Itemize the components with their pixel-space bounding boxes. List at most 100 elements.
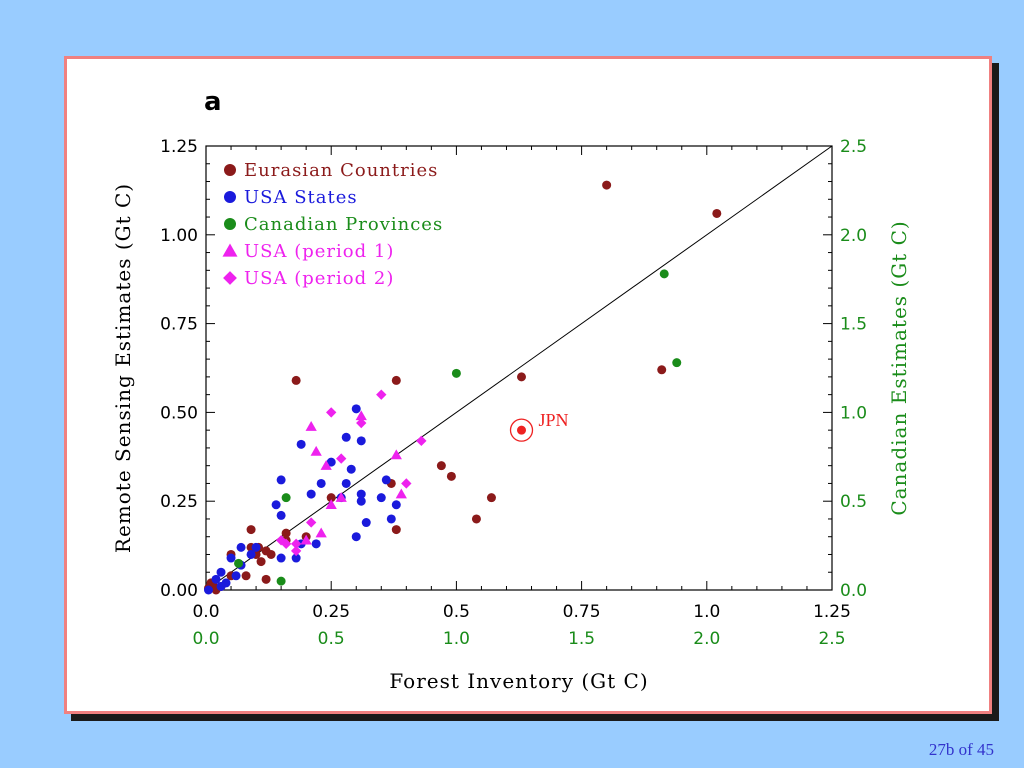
data-point-usa-states — [236, 542, 246, 552]
data-point-canadian-provinces — [672, 358, 682, 368]
x2-tick-label: 0.0 — [192, 629, 219, 649]
data-point-usa-states — [276, 553, 286, 563]
data-point-eurasian-countries — [446, 471, 456, 481]
data-point-usa-states — [356, 489, 366, 499]
legend-label: USA (period 1) — [244, 241, 394, 262]
legend-marker — [224, 218, 236, 230]
data-point-usa-states — [306, 489, 316, 499]
jpn-data-point — [517, 425, 527, 435]
x2-tick-label: 1.0 — [443, 629, 470, 649]
x-tick-label: 0.0 — [192, 602, 219, 622]
data-point-usa-states — [291, 553, 301, 563]
page-counter: 27b of 45 — [928, 740, 994, 759]
data-point-usa-period-2 — [401, 478, 412, 489]
legend-label: USA States — [244, 187, 358, 208]
data-point-usa-states — [204, 585, 214, 595]
legend-marker — [224, 164, 236, 176]
legend-label: USA (period 2) — [244, 268, 394, 289]
y-tick-label: 0.25 — [160, 492, 198, 512]
data-point-eurasian-countries — [281, 528, 291, 538]
x-tick-label: 0.5 — [443, 602, 470, 622]
data-point-usa-states — [276, 510, 286, 520]
y2-tick-label: 2.0 — [840, 226, 867, 246]
data-point-usa-states — [361, 518, 371, 528]
y-tick-label: 1.25 — [160, 137, 198, 157]
data-point-usa-states — [341, 432, 351, 442]
data-point-usa-period-2 — [290, 545, 302, 557]
data-point-eurasian-countries — [602, 180, 612, 190]
data-point-usa-period-1 — [390, 449, 402, 460]
data-point-eurasian-countries — [391, 525, 401, 535]
data-point-usa-period-2 — [305, 517, 317, 528]
data-point-eurasian-countries — [486, 493, 496, 503]
data-point-usa-period-1 — [305, 420, 317, 431]
y2-axis-title: Canadian Estimates (Gt C) — [887, 220, 911, 515]
data-point-usa-states — [231, 571, 241, 581]
data-point-usa-states — [211, 574, 221, 584]
data-point-usa-states — [311, 539, 321, 549]
data-point-usa-period-2 — [275, 535, 287, 546]
data-point-usa-period-1 — [355, 410, 367, 421]
y-tick-label: 1.00 — [160, 226, 198, 246]
data-point-canadian-provinces — [281, 493, 291, 503]
data-point-usa-period-1 — [320, 460, 332, 470]
data-point-usa-states — [246, 549, 256, 559]
data-point-eurasian-countries — [391, 375, 401, 385]
data-point-usa-period-1 — [325, 499, 337, 509]
legend-label: Eurasian Countries — [244, 160, 438, 181]
legend-marker — [224, 191, 236, 203]
y2-tick-label: 1.5 — [840, 315, 867, 335]
data-point-usa-states — [326, 457, 336, 467]
data-point-usa-states — [376, 493, 386, 503]
data-point-usa-period-2 — [280, 538, 292, 549]
x2-tick-label: 2.5 — [818, 629, 845, 649]
x-axis-title: Forest Inventory (Gt C) — [389, 669, 648, 693]
data-point-eurasian-countries — [326, 493, 336, 503]
data-point-usa-states — [216, 567, 226, 577]
data-point-usa-states — [351, 404, 361, 414]
y-axis-title: Remote Sensing Estimates (Gt C) — [111, 183, 135, 553]
data-point-usa-states — [221, 578, 231, 588]
y-tick-label: 0.75 — [160, 315, 198, 335]
legend-marker — [222, 243, 238, 257]
x-tick-label: 1.25 — [813, 602, 851, 622]
data-point-usa-period-2 — [416, 435, 427, 446]
data-point-canadian-provinces — [234, 558, 244, 568]
data-point-usa-states — [271, 500, 281, 510]
data-point-eurasian-countries — [266, 549, 276, 559]
data-point-usa-states — [386, 514, 396, 524]
data-point-eurasian-countries — [261, 574, 271, 584]
x2-tick-label: 2.0 — [693, 629, 720, 649]
data-point-usa-states — [351, 532, 361, 542]
x2-tick-label: 1.5 — [568, 629, 595, 649]
data-point-usa-period-2 — [326, 407, 337, 418]
data-point-usa-states — [226, 553, 236, 563]
data-point-usa-period-1 — [300, 534, 312, 545]
data-point-usa-period-2 — [376, 389, 387, 400]
legend-marker — [223, 271, 237, 285]
data-point-usa-states — [356, 436, 366, 446]
data-point-usa-period-1 — [335, 492, 347, 502]
data-point-usa-period-2 — [336, 453, 347, 464]
y2-tick-label: 1.0 — [840, 403, 867, 423]
data-point-usa-period-2 — [290, 538, 302, 549]
data-point-usa-states — [251, 542, 261, 552]
data-point-usa-states — [391, 500, 401, 510]
data-point-usa-states — [346, 464, 356, 474]
y2-tick-label: 0.5 — [840, 492, 867, 512]
jpn-highlight-ring — [509, 418, 534, 442]
data-point-eurasian-countries — [712, 208, 722, 218]
jpn-label: JPN — [539, 410, 569, 430]
y-tick-label: 0.50 — [160, 403, 198, 423]
data-point-eurasian-countries — [471, 514, 481, 524]
data-point-eurasian-countries — [436, 461, 446, 471]
data-point-canadian-provinces — [659, 269, 669, 279]
plot-frame — [205, 145, 833, 591]
x-tick-label: 0.75 — [563, 602, 601, 622]
y2-tick-label: 0.0 — [840, 581, 867, 601]
data-point-eurasian-countries — [517, 372, 527, 382]
data-point-eurasian-countries — [256, 557, 266, 567]
data-point-canadian-provinces — [276, 576, 286, 586]
data-point-usa-period-2 — [356, 417, 367, 429]
